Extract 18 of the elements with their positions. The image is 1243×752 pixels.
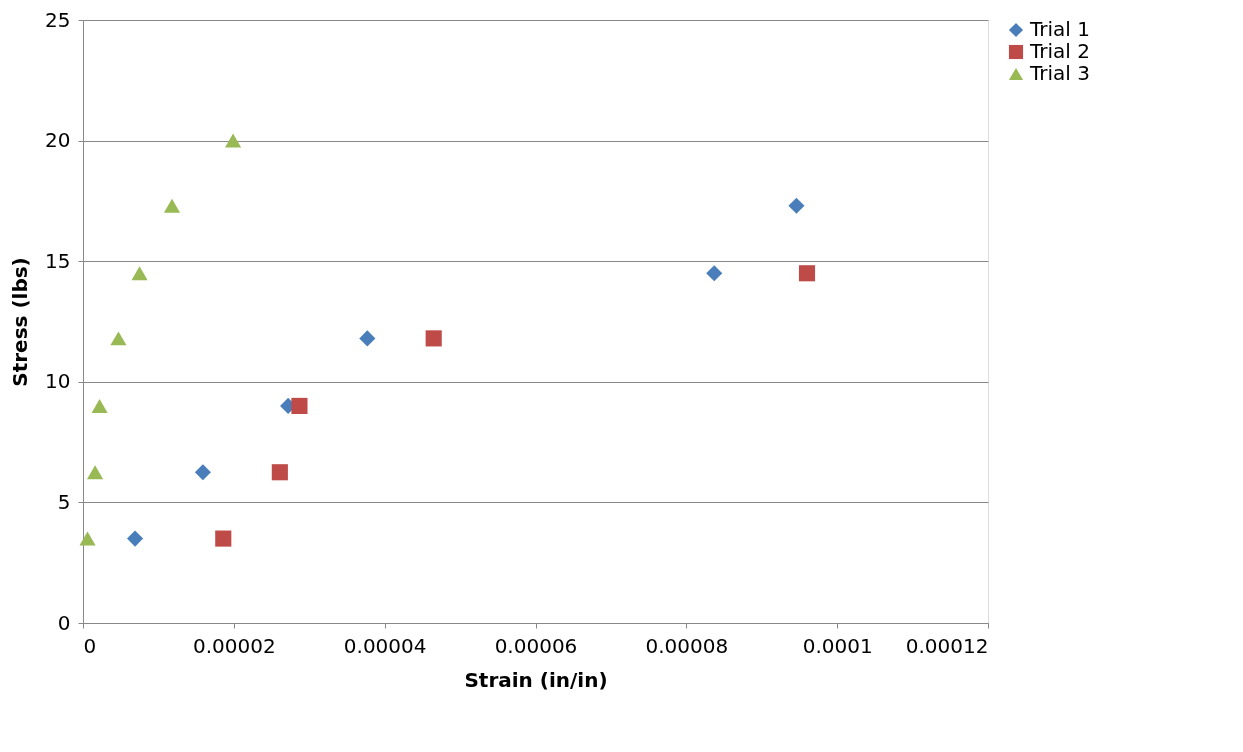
legend-label: Trial 1 — [1029, 17, 1090, 41]
x-tick-label: 0.00006 — [494, 633, 578, 658]
y-tick-label: 20 — [45, 128, 71, 153]
x-tick-label: 0.00012 — [905, 633, 989, 658]
y-tick-label: 15 — [45, 248, 71, 273]
y-tick-label: 5 — [57, 489, 71, 514]
legend-label: Trial 3 — [1029, 61, 1090, 85]
x-tick-label: 0.00002 — [192, 633, 276, 658]
y-tick-label: 0 — [57, 610, 71, 635]
x-tick-label: 0 — [83, 633, 97, 658]
x-tick-label: 0.00004 — [343, 633, 427, 658]
x-tick-label: 0.0001 — [802, 633, 873, 658]
x-tick-label: 0.00008 — [645, 633, 729, 658]
legend-label: Trial 2 — [1029, 39, 1090, 63]
y-axis-title: Stress (lbs) — [8, 257, 33, 387]
y-tick-label: 25 — [45, 7, 71, 32]
y-tick-label: 10 — [45, 369, 71, 394]
x-axis-title: Strain (in/in) — [464, 667, 608, 692]
